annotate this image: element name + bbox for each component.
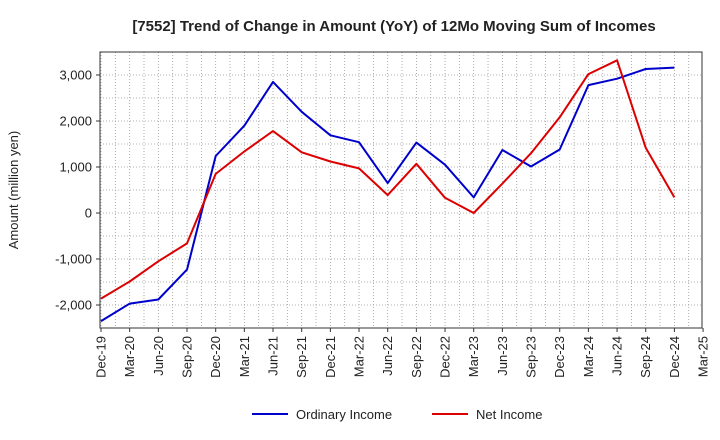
y-tick-label: -1,000	[55, 252, 92, 267]
y-tick-label: 2,000	[59, 114, 92, 129]
y-tick-label: 1,000	[59, 160, 92, 175]
x-tick-label: Dec-21	[323, 336, 338, 378]
y-tick-label: 3,000	[59, 68, 92, 83]
x-tick-label: Sep-23	[524, 336, 539, 378]
x-tick-label: Jun-23	[495, 336, 510, 376]
y-axis-label: Amount (million yen)	[6, 131, 21, 250]
x-tick-label: Mar-21	[237, 336, 252, 377]
x-tick-label: Sep-22	[409, 336, 424, 378]
y-tick-label: 0	[85, 206, 92, 221]
series-line-ordinary-income	[100, 66, 675, 322]
x-tick-label: Mar-25	[696, 336, 711, 377]
x-tick-label: Dec-23	[552, 336, 567, 378]
legend: Ordinary Income Net Income	[252, 407, 542, 422]
y-axis-ticks: -2,000 -1,000 0 1,000 2,000 3,000	[55, 68, 100, 313]
x-tick-label: Dec-22	[438, 336, 453, 378]
plot-area	[99, 51, 703, 329]
x-tick-label: Sep-21	[294, 336, 309, 378]
x-tick-label: Sep-20	[180, 336, 195, 378]
x-tick-label: Mar-22	[352, 336, 367, 377]
x-tick-label: Mar-20	[122, 336, 137, 377]
y-tick-label: -2,000	[55, 298, 92, 313]
x-axis-ticks: Dec-19 Mar-20 Jun-20 Sep-20 Dec-20 Mar-21 Jun-…	[94, 328, 711, 378]
legend-label-net-income: Net Income	[476, 407, 542, 422]
x-tick-label: Jun-21	[266, 336, 281, 376]
series-line-net-income	[100, 59, 676, 300]
x-tick-label: Dec-19	[94, 336, 109, 378]
x-tick-label: Dec-24	[667, 336, 682, 378]
x-tick-label: Jun-20	[151, 336, 166, 376]
series-lines	[100, 59, 676, 322]
x-tick-label: Mar-24	[581, 336, 596, 377]
x-tick-label: Dec-20	[208, 336, 223, 378]
x-tick-label: Sep-24	[638, 336, 653, 378]
grid	[100, 51, 702, 329]
legend-label-ordinary-income: Ordinary Income	[296, 407, 392, 422]
x-tick-label: Jun-24	[610, 336, 625, 376]
x-tick-label: Mar-23	[466, 336, 481, 377]
x-tick-label: Jun-22	[380, 336, 395, 376]
chart-title: [7552] Trend of Change in Amount (YoY) o…	[132, 18, 655, 35]
